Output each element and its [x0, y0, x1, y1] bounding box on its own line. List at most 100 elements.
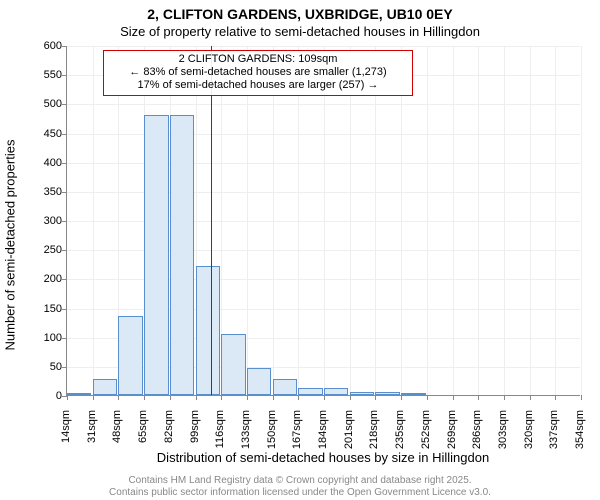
y-tick-label: 50: [26, 361, 62, 373]
x-tick-label: 116sqm: [214, 410, 226, 460]
x-tick-mark: [375, 395, 376, 400]
grid-line-vertical: [375, 46, 376, 395]
y-tick-mark: [62, 367, 67, 368]
y-tick-label: 100: [26, 332, 62, 344]
footer-line-1: Contains HM Land Registry data © Crown c…: [0, 475, 600, 486]
x-tick-label: 269sqm: [446, 410, 458, 460]
x-tick-label: 354sqm: [574, 410, 586, 460]
x-tick-mark: [324, 395, 325, 400]
y-tick-label: 250: [26, 244, 62, 256]
x-tick-label: 82sqm: [163, 410, 175, 460]
callout-line-1: 2 CLIFTON GARDENS: 109sqm: [108, 53, 408, 66]
x-tick-mark: [427, 395, 428, 400]
y-tick-label: 300: [26, 215, 62, 227]
grid-line-vertical: [324, 46, 325, 395]
grid-line-vertical: [555, 46, 556, 395]
histogram-bar: [221, 334, 245, 395]
footer-line-2: Contains public sector information licen…: [0, 487, 600, 498]
chart-subtitle: Size of property relative to semi-detach…: [0, 24, 600, 39]
histogram-bar: [93, 379, 117, 395]
y-tick-label: 400: [26, 157, 62, 169]
grid-line-vertical: [350, 46, 351, 395]
x-tick-label: 48sqm: [111, 410, 123, 460]
y-tick-mark: [62, 279, 67, 280]
y-tick-mark: [62, 221, 67, 222]
chart-title: 2, CLIFTON GARDENS, UXBRIDGE, UB10 0EY: [0, 6, 600, 22]
x-tick-label: 218sqm: [368, 410, 380, 460]
x-tick-label: 320sqm: [523, 410, 535, 460]
histogram-bar: [118, 316, 142, 395]
y-tick-label: 200: [26, 273, 62, 285]
x-tick-mark: [221, 395, 222, 400]
grid-line-vertical: [93, 46, 94, 395]
x-tick-mark: [453, 395, 454, 400]
y-tick-mark: [62, 134, 67, 135]
histogram-bar: [170, 115, 194, 395]
histogram-bar: [298, 388, 322, 395]
x-tick-mark: [118, 395, 119, 400]
y-tick-mark: [62, 104, 67, 105]
x-tick-label: 184sqm: [317, 410, 329, 460]
x-tick-label: 65sqm: [137, 410, 149, 460]
y-tick-mark: [62, 192, 67, 193]
grid-line-vertical: [401, 46, 402, 395]
plot-area: 2 CLIFTON GARDENS: 109sqm← 83% of semi-d…: [66, 46, 580, 396]
y-tick-mark: [62, 309, 67, 310]
grid-line-vertical: [504, 46, 505, 395]
x-tick-label: 201sqm: [343, 410, 355, 460]
reference-line: [211, 46, 212, 395]
histogram-bar: [67, 393, 91, 395]
y-tick-mark: [62, 250, 67, 251]
grid-line-vertical: [478, 46, 479, 395]
x-tick-label: 99sqm: [189, 410, 201, 460]
histogram-bar: [375, 392, 399, 395]
chart-container: 2, CLIFTON GARDENS, UXBRIDGE, UB10 0EY S…: [0, 0, 600, 500]
x-tick-label: 235sqm: [394, 410, 406, 460]
histogram-bar: [401, 393, 425, 395]
x-tick-mark: [196, 395, 197, 400]
callout-line-2: ← 83% of semi-detached houses are smalle…: [108, 66, 408, 79]
y-tick-label: 350: [26, 186, 62, 198]
x-tick-mark: [530, 395, 531, 400]
x-tick-mark: [581, 395, 582, 400]
x-tick-label: 31sqm: [86, 410, 98, 460]
x-tick-label: 150sqm: [266, 410, 278, 460]
y-tick-label: 500: [26, 98, 62, 110]
x-tick-mark: [247, 395, 248, 400]
x-tick-mark: [67, 395, 68, 400]
x-tick-mark: [350, 395, 351, 400]
grid-line-vertical: [581, 46, 582, 395]
grid-line-vertical: [530, 46, 531, 395]
grid-line-vertical: [247, 46, 248, 395]
x-tick-mark: [93, 395, 94, 400]
x-tick-label: 252sqm: [420, 410, 432, 460]
grid-line-vertical: [427, 46, 428, 395]
y-tick-label: 0: [26, 390, 62, 402]
x-tick-label: 14sqm: [60, 410, 72, 460]
y-tick-mark: [62, 46, 67, 47]
x-tick-mark: [273, 395, 274, 400]
callout-box: 2 CLIFTON GARDENS: 109sqm← 83% of semi-d…: [103, 50, 413, 96]
histogram-bar: [273, 379, 297, 395]
histogram-bar: [324, 388, 348, 395]
y-tick-mark: [62, 75, 67, 76]
y-tick-label: 550: [26, 69, 62, 81]
grid-line-vertical: [453, 46, 454, 395]
y-tick-mark: [62, 163, 67, 164]
histogram-bar: [196, 266, 220, 396]
x-tick-label: 167sqm: [291, 410, 303, 460]
x-tick-mark: [170, 395, 171, 400]
x-tick-label: 337sqm: [548, 410, 560, 460]
x-tick-mark: [401, 395, 402, 400]
y-axis-label: Number of semi-detached properties: [3, 140, 18, 351]
histogram-bar: [247, 368, 271, 395]
y-tick-mark: [62, 338, 67, 339]
x-tick-mark: [298, 395, 299, 400]
grid-line-vertical: [298, 46, 299, 395]
y-tick-label: 150: [26, 303, 62, 315]
x-tick-label: 286sqm: [471, 410, 483, 460]
histogram-bar: [144, 115, 168, 395]
callout-line-3: 17% of semi-detached houses are larger (…: [108, 79, 408, 92]
x-tick-mark: [504, 395, 505, 400]
x-tick-mark: [555, 395, 556, 400]
